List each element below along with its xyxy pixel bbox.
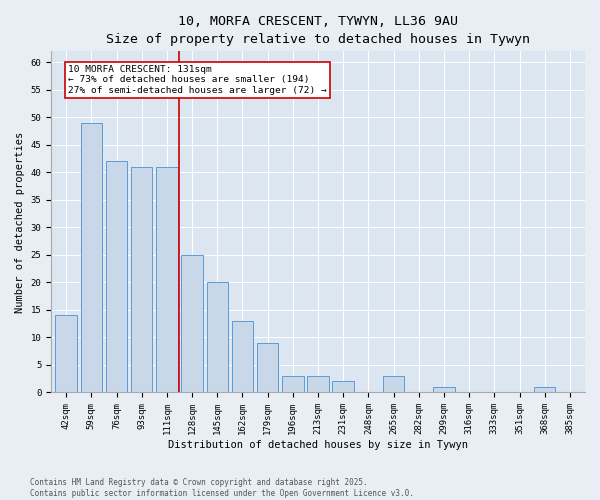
Bar	[307, 376, 329, 392]
Y-axis label: Number of detached properties: Number of detached properties	[15, 132, 25, 312]
Bar	[534, 387, 556, 392]
Bar	[332, 382, 354, 392]
Title: 10, MORFA CRESCENT, TYWYN, LL36 9AU
Size of property relative to detached houses: 10, MORFA CRESCENT, TYWYN, LL36 9AU Size…	[106, 15, 530, 46]
Bar	[80, 123, 102, 392]
Text: 10 MORFA CRESCENT: 131sqm
← 73% of detached houses are smaller (194)
27% of semi: 10 MORFA CRESCENT: 131sqm ← 73% of detac…	[68, 65, 327, 95]
Bar	[383, 376, 404, 392]
X-axis label: Distribution of detached houses by size in Tywyn: Distribution of detached houses by size …	[168, 440, 468, 450]
Bar	[106, 162, 127, 392]
Bar	[257, 343, 278, 392]
Bar	[156, 167, 178, 392]
Bar	[282, 376, 304, 392]
Bar	[232, 321, 253, 392]
Bar	[181, 255, 203, 392]
Bar	[206, 282, 228, 393]
Text: Contains HM Land Registry data © Crown copyright and database right 2025.
Contai: Contains HM Land Registry data © Crown c…	[30, 478, 414, 498]
Bar	[433, 387, 455, 392]
Bar	[131, 167, 152, 392]
Bar	[55, 316, 77, 392]
